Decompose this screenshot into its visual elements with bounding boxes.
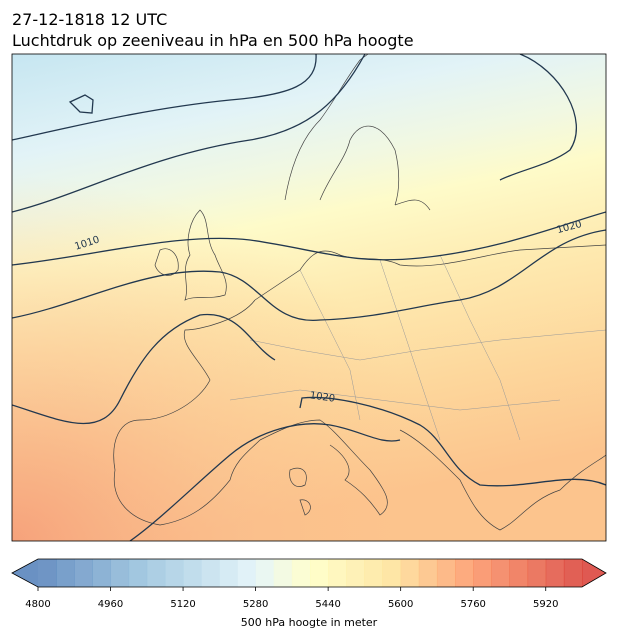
colorbar-swatch — [364, 559, 384, 587]
colorbar-swatch — [74, 559, 93, 587]
colorbar-swatch — [346, 559, 365, 587]
colorbar-tick-label: 5440 — [315, 599, 340, 610]
colorbar-swatch — [418, 559, 438, 587]
colorbar-swatch — [164, 559, 184, 587]
colorbar-swatch — [201, 559, 220, 587]
colorbar-tick-label: 5120 — [170, 599, 195, 610]
colorbar-tick-label: 5280 — [243, 599, 268, 610]
colorbar-swatch — [146, 559, 166, 587]
colorbar-swatch — [255, 559, 275, 587]
map-frame — [11, 53, 607, 542]
map-title: Luchtdruk op zeeniveau in hPa en 500 hPa… — [12, 31, 414, 50]
colorbar-swatch — [128, 559, 148, 587]
colorbar-label: 500 hPa hoogte in meter — [241, 616, 378, 629]
colorbar-swatch — [92, 559, 112, 587]
colorbar-tick-label: 4800 — [25, 599, 50, 610]
colorbar-tick-label: 5760 — [460, 599, 485, 610]
colorbar-tick-label: 4960 — [98, 599, 123, 610]
colorbar-swatch — [237, 559, 257, 587]
colorbar-swatch — [545, 559, 565, 587]
map: 1010 1020 1020 — [12, 54, 606, 541]
colorbar-swatch — [328, 559, 347, 587]
colorbar-swatch — [38, 559, 57, 587]
colorbar-swatch — [291, 559, 311, 587]
colorbar-swatch — [183, 559, 202, 587]
colorbar-swatch — [110, 559, 130, 587]
colorbar-swatch — [563, 559, 583, 587]
colorbar-swatch — [527, 559, 547, 587]
colorbar-extend-high — [582, 559, 606, 587]
colorbar-swatch — [509, 559, 529, 587]
colorbar-swatch — [219, 559, 238, 587]
colorbar-tick-label: 5920 — [533, 599, 558, 610]
colorbar-swatch — [310, 559, 329, 587]
contour-label: 1020 — [309, 390, 336, 404]
colorbar-swatch — [455, 559, 474, 587]
colorbar-swatch — [273, 559, 293, 587]
colorbar-swatch — [56, 559, 75, 587]
colorbar-swatch — [436, 559, 456, 587]
colorbar-swatch — [491, 559, 510, 587]
map-date: 27-12-1818 12 UTC — [12, 10, 167, 29]
colorbar-swatch — [473, 559, 492, 587]
colorbar-extend-low — [12, 559, 38, 587]
colorbar-swatch — [382, 559, 402, 587]
colorbar-swatch — [400, 559, 420, 587]
colorbar: 4800 4960 5120 5280 5440 5600 5760 5920 — [11, 558, 607, 610]
colorbar-tick-label: 5600 — [388, 599, 413, 610]
